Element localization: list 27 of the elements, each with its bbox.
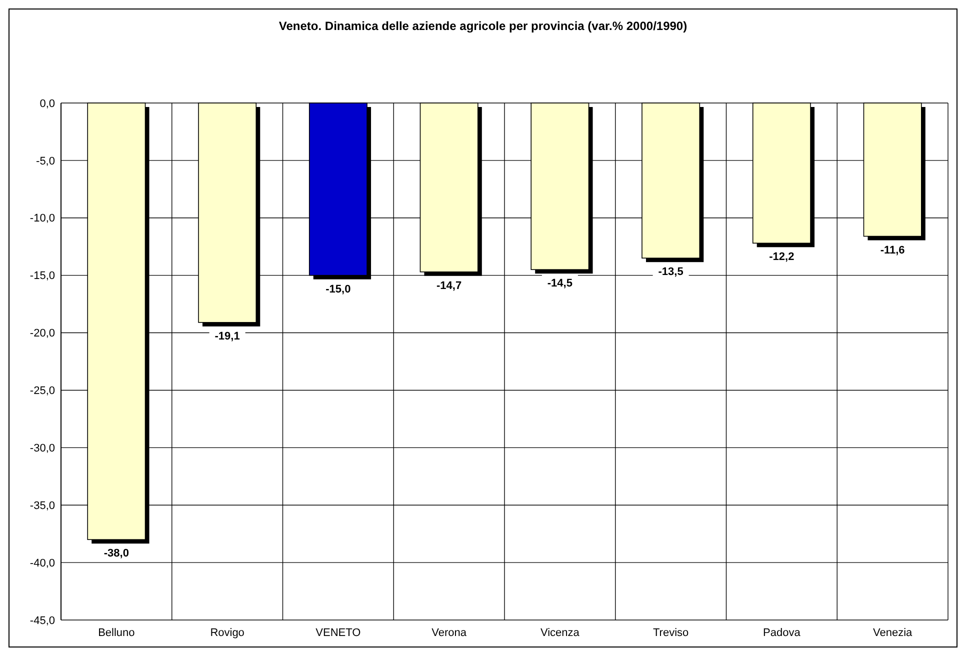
y-tick-label: -15,0 bbox=[30, 270, 55, 282]
data-label: -19,1 bbox=[214, 330, 240, 342]
y-tick-label: -10,0 bbox=[30, 212, 55, 225]
x-tick-label: Belluno bbox=[98, 627, 135, 639]
data-label: -14,5 bbox=[547, 278, 572, 290]
x-tick-label: Rovigo bbox=[210, 627, 244, 639]
y-tick-label: -20,0 bbox=[30, 328, 55, 340]
x-tick-label: Padova bbox=[763, 627, 802, 639]
x-tick-label: Verona bbox=[432, 627, 468, 639]
data-label: -13,5 bbox=[658, 266, 684, 278]
y-tick-label: -35,0 bbox=[30, 500, 55, 512]
y-tick-label: -5,0 bbox=[36, 155, 55, 168]
data-label: -15,0 bbox=[326, 283, 351, 296]
data-label: -38,0 bbox=[104, 548, 129, 560]
x-tick-label: Venezia bbox=[872, 627, 914, 639]
y-tick-label: -45,0 bbox=[30, 614, 55, 627]
data-label: -12,2 bbox=[769, 251, 794, 264]
y-tick-label: -25,0 bbox=[30, 385, 55, 398]
data-label: -14,7 bbox=[436, 280, 462, 292]
data-label: -11,6 bbox=[880, 244, 905, 256]
y-tick-label: -30,0 bbox=[30, 442, 55, 455]
chart-title: Veneto. Dinamica delle aziende agricole per provincia (var.% 2000/1990) bbox=[278, 19, 688, 33]
x-tick-label: Treviso bbox=[652, 627, 689, 639]
x-tick-label: Vicenza bbox=[540, 627, 580, 639]
y-tick-label: 0,0 bbox=[40, 98, 55, 110]
x-tick-label: VENETO bbox=[316, 627, 362, 639]
y-tick-label: -40,0 bbox=[30, 557, 55, 570]
